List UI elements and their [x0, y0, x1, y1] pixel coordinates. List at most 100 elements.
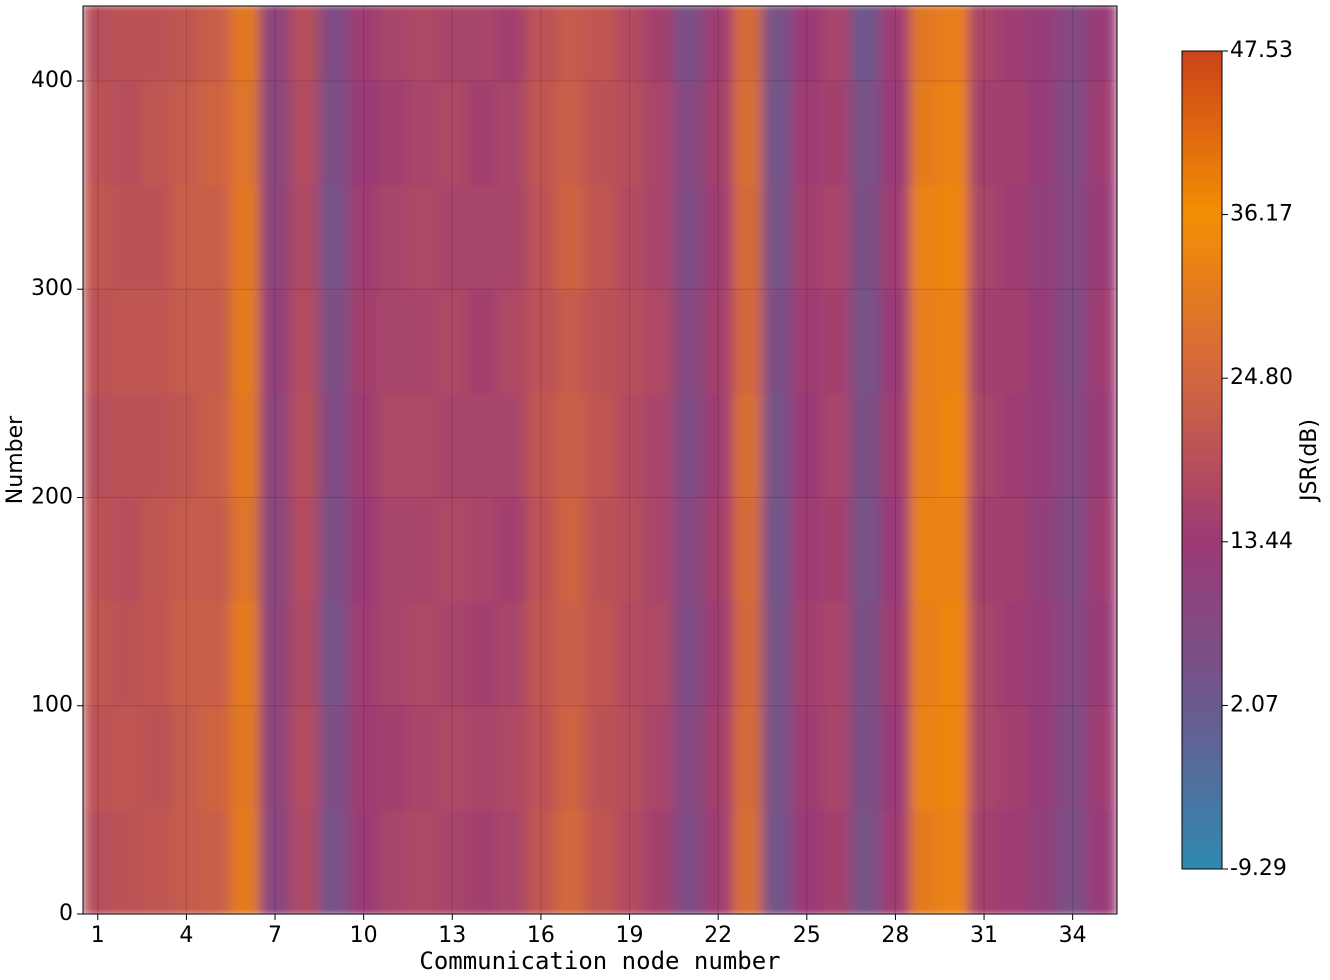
heatmap-cell: [466, 6, 498, 82]
heatmap-cell: [998, 392, 1029, 498]
heatmap-cell: [939, 601, 970, 707]
x-tick-label: 25: [793, 923, 821, 948]
colorbar-step: [1182, 160, 1222, 167]
heatmap-cell: [761, 601, 793, 707]
colorbar-step: [1182, 647, 1222, 653]
heatmap-cell: [909, 288, 941, 394]
heatmap-cell: [880, 80, 911, 186]
colorbar-step: [1182, 115, 1222, 122]
heatmap-cell: [821, 809, 852, 914]
heatmap-cell: [437, 705, 468, 811]
colorbar-step: [1182, 856, 1222, 862]
heatmap-cell: [230, 80, 261, 186]
colorbar-step: [1182, 443, 1222, 449]
heatmap-cell: [407, 809, 439, 914]
colorbar-step: [1182, 594, 1222, 600]
heatmap-cell: [200, 6, 232, 82]
heatmap-cell: [850, 392, 882, 498]
heatmap-cell: [466, 184, 498, 290]
colorbar-step: [1182, 365, 1222, 371]
heatmap-cell: [437, 601, 468, 707]
colorbar-step: [1182, 361, 1222, 367]
heatmap-cell: [466, 80, 498, 186]
heatmap-cell: [1057, 80, 1088, 186]
colorbar-step: [1182, 447, 1222, 453]
colorbar-step: [1182, 864, 1222, 870]
heatmap-cell: [83, 392, 114, 498]
heatmap-cell: [702, 6, 734, 82]
colorbar-step: [1182, 733, 1222, 739]
heatmap-cell: [141, 6, 173, 82]
colorbar-step: [1182, 684, 1222, 690]
colorbar-step: [1182, 598, 1222, 604]
colorbar-step: [1182, 185, 1222, 191]
y-tick-label: 100: [31, 693, 73, 718]
colorbar-step: [1182, 737, 1222, 743]
heatmap-cell: [998, 80, 1029, 186]
heatmap-cell: [821, 496, 852, 603]
heatmap-cell: [850, 184, 882, 290]
colorbar-step: [1182, 230, 1222, 236]
colorbar-step: [1182, 189, 1222, 195]
colorbar-step: [1182, 635, 1222, 641]
heatmap-cell: [614, 705, 645, 811]
heatmap-cell: [614, 392, 645, 498]
heatmap-cell: [673, 392, 704, 498]
heatmap-cell: [732, 601, 763, 707]
colorbar-step: [1182, 619, 1222, 625]
heatmap-cell: [643, 601, 675, 707]
heatmap-cell: [407, 6, 439, 82]
heatmap-cell: [1057, 288, 1088, 394]
heatmap-cell: [496, 809, 527, 914]
heatmap-cell: [702, 184, 734, 290]
colorbar-step: [1182, 574, 1222, 580]
heatmap-cell: [377, 496, 409, 603]
colorbar-step: [1182, 700, 1222, 706]
heatmap-cell: [259, 496, 291, 603]
heatmap-cell: [348, 496, 379, 603]
colorbar-step: [1182, 422, 1222, 428]
colorbar-step: [1182, 492, 1222, 498]
heatmap-cell: [850, 496, 882, 603]
heatmap-cell: [377, 288, 409, 394]
heatmap-cell: [791, 705, 823, 811]
colorbar-step: [1182, 860, 1222, 866]
colorbar-tick-label: -9.29: [1230, 856, 1287, 881]
x-tick-label: 19: [616, 923, 644, 948]
heatmap-cell: [348, 392, 379, 498]
heatmap-cell: [821, 392, 852, 498]
heatmap-cell: [1057, 496, 1088, 603]
colorbar-step: [1182, 62, 1222, 68]
heatmap-cell: [348, 601, 379, 707]
heatmap-cell: [761, 809, 793, 914]
colorbar-step: [1182, 173, 1222, 179]
heatmap-cell: [968, 184, 1000, 290]
heatmap-cell: [259, 80, 291, 186]
heatmap-cell: [525, 288, 557, 394]
heatmap-cell: [998, 184, 1029, 290]
heatmap-cell: [643, 6, 675, 82]
heatmap-cell: [1057, 809, 1088, 914]
heatmap-cell: [643, 496, 675, 603]
heatmap-cell: [407, 288, 439, 394]
y-axis-label: Number: [3, 415, 28, 504]
colorbar-step: [1182, 606, 1222, 612]
heatmap-cell: [83, 184, 114, 290]
heatmap-cell: [171, 601, 202, 707]
colorbar-step: [1182, 259, 1222, 265]
heatmap-cell: [880, 6, 911, 82]
heatmap-cell: [407, 705, 439, 811]
heatmap-cell: [673, 601, 704, 707]
colorbar-step: [1182, 238, 1222, 244]
colorbar-step: [1182, 463, 1222, 469]
heatmap-cell: [702, 705, 734, 811]
colorbar-step: [1182, 533, 1222, 539]
heatmap-cell: [909, 496, 941, 603]
heatmap-cell: [761, 496, 793, 603]
heatmap-cell: [230, 392, 261, 498]
heatmap-cell: [525, 184, 557, 290]
heatmap-cell: [968, 392, 1000, 498]
colorbar-step: [1182, 439, 1222, 445]
heatmap-cell: [584, 496, 616, 603]
heatmap-cell: [289, 288, 320, 394]
